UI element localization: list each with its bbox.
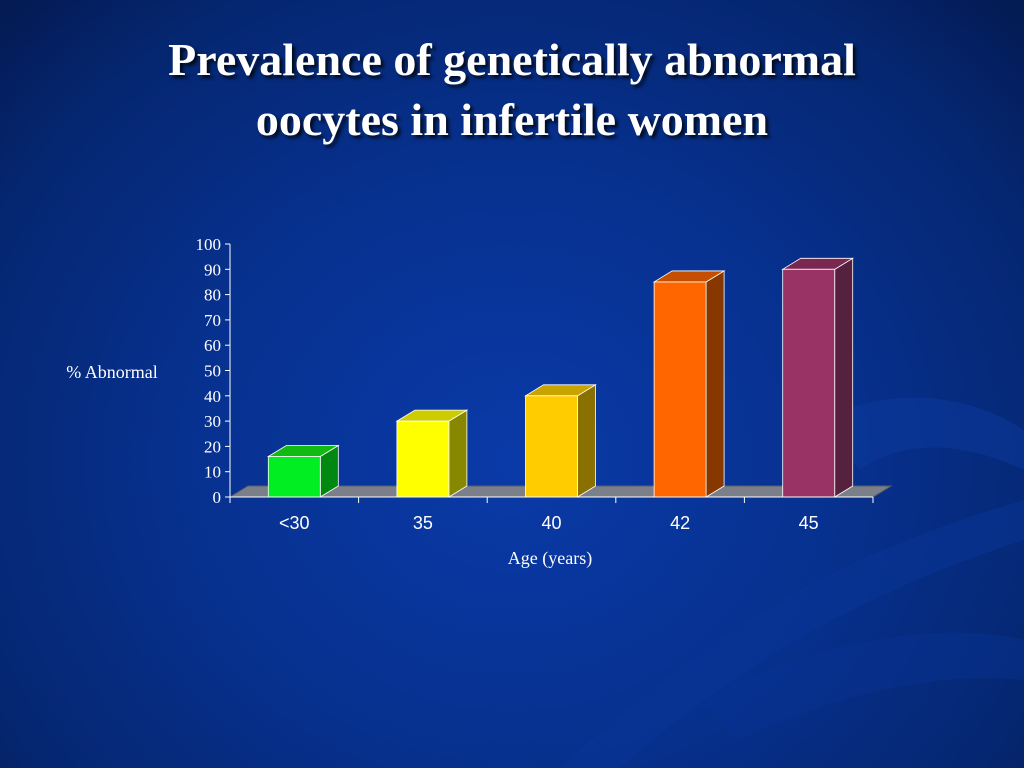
bar — [524, 384, 597, 498]
bar-front — [782, 268, 836, 498]
bar-side — [577, 384, 596, 498]
x-tick-label: <30 — [279, 513, 310, 533]
y-tick-label: 30 — [204, 412, 221, 431]
bar-front — [267, 456, 321, 498]
bar-side — [834, 257, 854, 498]
bar-side — [705, 270, 725, 498]
y-tick-label: 40 — [204, 387, 221, 406]
x-tick-label: 42 — [670, 513, 690, 533]
title-line-2: oocytes in infertile women — [255, 94, 769, 145]
bars — [266, 257, 855, 498]
bar-front — [396, 420, 450, 498]
y-tick-label: 100 — [196, 235, 222, 254]
y-tick-label: 20 — [204, 437, 221, 456]
y-tick-label: 60 — [204, 336, 221, 355]
y-axis-title: % Abnormal — [66, 362, 158, 382]
bar — [395, 409, 469, 498]
bar-front — [525, 395, 578, 498]
x-tick-label: 45 — [799, 513, 819, 533]
bar — [652, 270, 726, 498]
y-tick-label: 10 — [204, 463, 221, 482]
bar — [266, 444, 340, 498]
title-line-1: Prevalence of genetically abnormal — [168, 34, 856, 85]
x-tick-label: 35 — [413, 513, 433, 533]
x-axis-title: Age (years) — [508, 548, 592, 569]
bar — [781, 257, 855, 498]
x-tick-label: 40 — [541, 513, 561, 533]
slide-title: Prevalence of genetically abnormal oocyt… — [0, 30, 1024, 150]
bar-front — [653, 281, 707, 498]
y-tick-label: 70 — [204, 311, 221, 330]
y-tick-label: 0 — [213, 488, 222, 507]
y-tick-label: 80 — [204, 286, 221, 305]
y-tick-label: 90 — [204, 260, 221, 279]
y-tick-label: 50 — [204, 362, 221, 381]
bar-side — [448, 409, 468, 498]
x-axis: <30 35 40 42 45 — [229, 496, 874, 533]
y-axis: 0 10 20 30 40 50 60 70 80 90 100 — [196, 235, 231, 507]
